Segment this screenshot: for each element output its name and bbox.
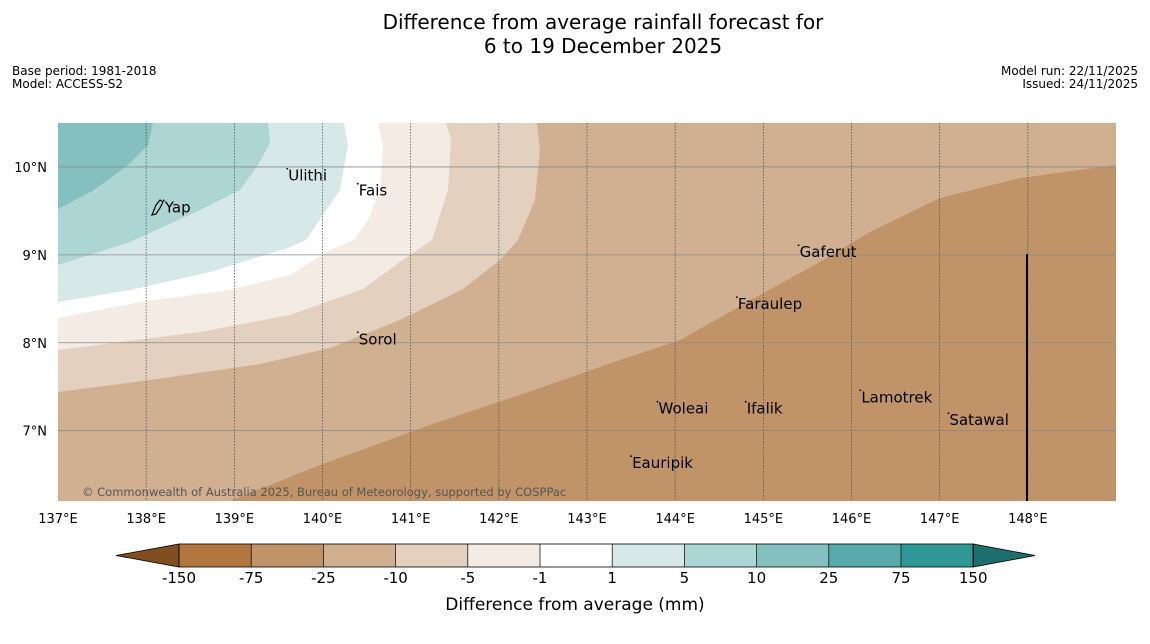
colorbar-tick-label: 10	[747, 569, 766, 587]
colorbar-tick-label: 75	[891, 569, 910, 587]
place-label-fais: Fais	[359, 182, 388, 200]
colorbar-swatch	[756, 544, 829, 567]
place-label-woleai: Woleai	[659, 400, 709, 418]
colorbar-frame	[178, 543, 974, 568]
island-marker	[630, 455, 632, 458]
colorbar-title: Difference from average (mm)	[445, 595, 704, 615]
colorbar-tick-label: 5	[680, 569, 690, 587]
base-period-text: Base period: 1981-2018	[12, 64, 157, 78]
fill-minus75-to-minus25	[230, 165, 1116, 501]
lon-tick-label: 140°E	[303, 512, 343, 527]
place-labels: Yap Ulithi Fais Gaferut Faraulep Sorol Woleai I…	[162, 167, 1009, 472]
island-marker	[356, 182, 359, 185]
lat-tick-label: 7°N	[23, 425, 48, 440]
colorbar-swatch	[323, 544, 396, 567]
map-title-line1: Difference from average rainfall forecas…	[382, 10, 824, 34]
lon-tick-label: 147°E	[920, 512, 960, 527]
fill-5-to-10	[58, 123, 270, 265]
island-marker	[797, 244, 800, 247]
copyright-text: © Commonwealth of Australia 2025, Bureau…	[82, 485, 566, 499]
fill-10-to-25	[58, 123, 153, 209]
island-marker	[656, 400, 659, 403]
place-label-eauripik: Eauripik	[632, 454, 693, 472]
lon-tick-label: 141°E	[391, 512, 431, 527]
colorbar: -150 -75 -25 -10 -5 -1 1 5 10 25 75 150	[115, 543, 1036, 587]
colorbar-tick-label: 150	[959, 569, 988, 587]
island-marker	[286, 167, 289, 170]
lat-tick-label: 9°N	[23, 249, 48, 264]
colorbar-swatch	[179, 544, 252, 567]
colorbar-tick-label: -10	[383, 569, 408, 587]
axis-labels: 137°E 138°E 139°E 140°E 141°E 142°E 143°E 144°E…	[14, 161, 1047, 527]
fill-minus10-to-minus5	[58, 123, 540, 392]
meta-right: Model run: 22/11/2025 Issued: 24/11/2025	[1001, 65, 1138, 91]
lon-tick-label: 143°E	[567, 512, 607, 527]
place-label-gaferut: Gaferut	[800, 243, 857, 261]
contour-fills	[58, 123, 1116, 501]
issued-text: Issued: 24/11/2025	[1022, 77, 1138, 91]
colorbar-swatch	[540, 544, 613, 567]
colorbar-swatch	[828, 544, 901, 567]
lon-tick-label: 144°E	[655, 512, 695, 527]
colorbar-arrow-high	[972, 543, 1036, 568]
island-marker	[735, 296, 738, 298]
colorbar-swatch	[395, 544, 468, 567]
colorbar-swatch	[901, 544, 974, 567]
lat-tick-label: 10°N	[14, 161, 47, 176]
fill-1-to-5	[58, 123, 348, 302]
model-run-text: Model run: 22/11/2025	[1000, 64, 1138, 78]
place-label-yap: Yap	[164, 198, 191, 216]
colorbar-tick-label: 25	[819, 569, 838, 587]
colorbar-swatch	[684, 544, 757, 567]
colorbar-tick-label: 1	[607, 569, 617, 587]
colorbar-tick-label: -25	[311, 569, 336, 587]
lat-tick-label: 8°N	[23, 337, 48, 352]
model-text: Model: ACCESS-S2	[12, 77, 124, 91]
fill-minus1-to-1	[58, 123, 383, 318]
colorbar-swatch	[467, 544, 540, 567]
place-label-ifalik: Ifalik	[747, 400, 783, 418]
colorbar-tick-label: -150	[162, 569, 196, 587]
lon-tick-label: 145°E	[744, 512, 784, 527]
lon-tick-label: 137°E	[38, 512, 78, 527]
lon-tick-label: 139°E	[215, 512, 255, 527]
fill-base	[58, 123, 1116, 501]
lon-tick-label: 146°E	[832, 512, 872, 527]
map-frame	[58, 123, 1116, 501]
colorbar-arrow-low	[115, 543, 180, 568]
colorbar-tick-label: -1	[533, 569, 548, 587]
yap-island-shape	[151, 199, 164, 216]
lon-tick-label: 142°E	[479, 512, 519, 527]
colorbar-tick-label: -75	[239, 569, 264, 587]
lon-tick-label: 138°E	[126, 512, 166, 527]
place-label-ulithi: Ulithi	[288, 167, 327, 185]
island-marker	[859, 389, 862, 392]
island-marker	[947, 412, 950, 415]
colorbar-tick-label: -5	[460, 569, 475, 587]
place-label-lamotrek: Lamotrek	[861, 388, 932, 406]
place-label-satawal: Satawal	[949, 411, 1008, 429]
colorbar-swatch	[612, 544, 685, 567]
map-gridlines	[58, 123, 1116, 501]
lon-tick-label: 148°E	[1008, 512, 1048, 527]
island-marker	[356, 331, 359, 334]
map-title-line2: 6 to 19 December 2025	[483, 34, 723, 58]
fill-minus5-to-minus1	[58, 123, 451, 350]
island-marker	[744, 400, 747, 403]
place-label-sorol: Sorol	[359, 330, 397, 348]
place-label-faraulep: Faraulep	[738, 295, 802, 313]
island-marker	[162, 199, 165, 202]
colorbar-swatch	[251, 544, 324, 567]
meta-left: Base period: 1981-2018 Model: ACCESS-S2	[12, 65, 157, 91]
